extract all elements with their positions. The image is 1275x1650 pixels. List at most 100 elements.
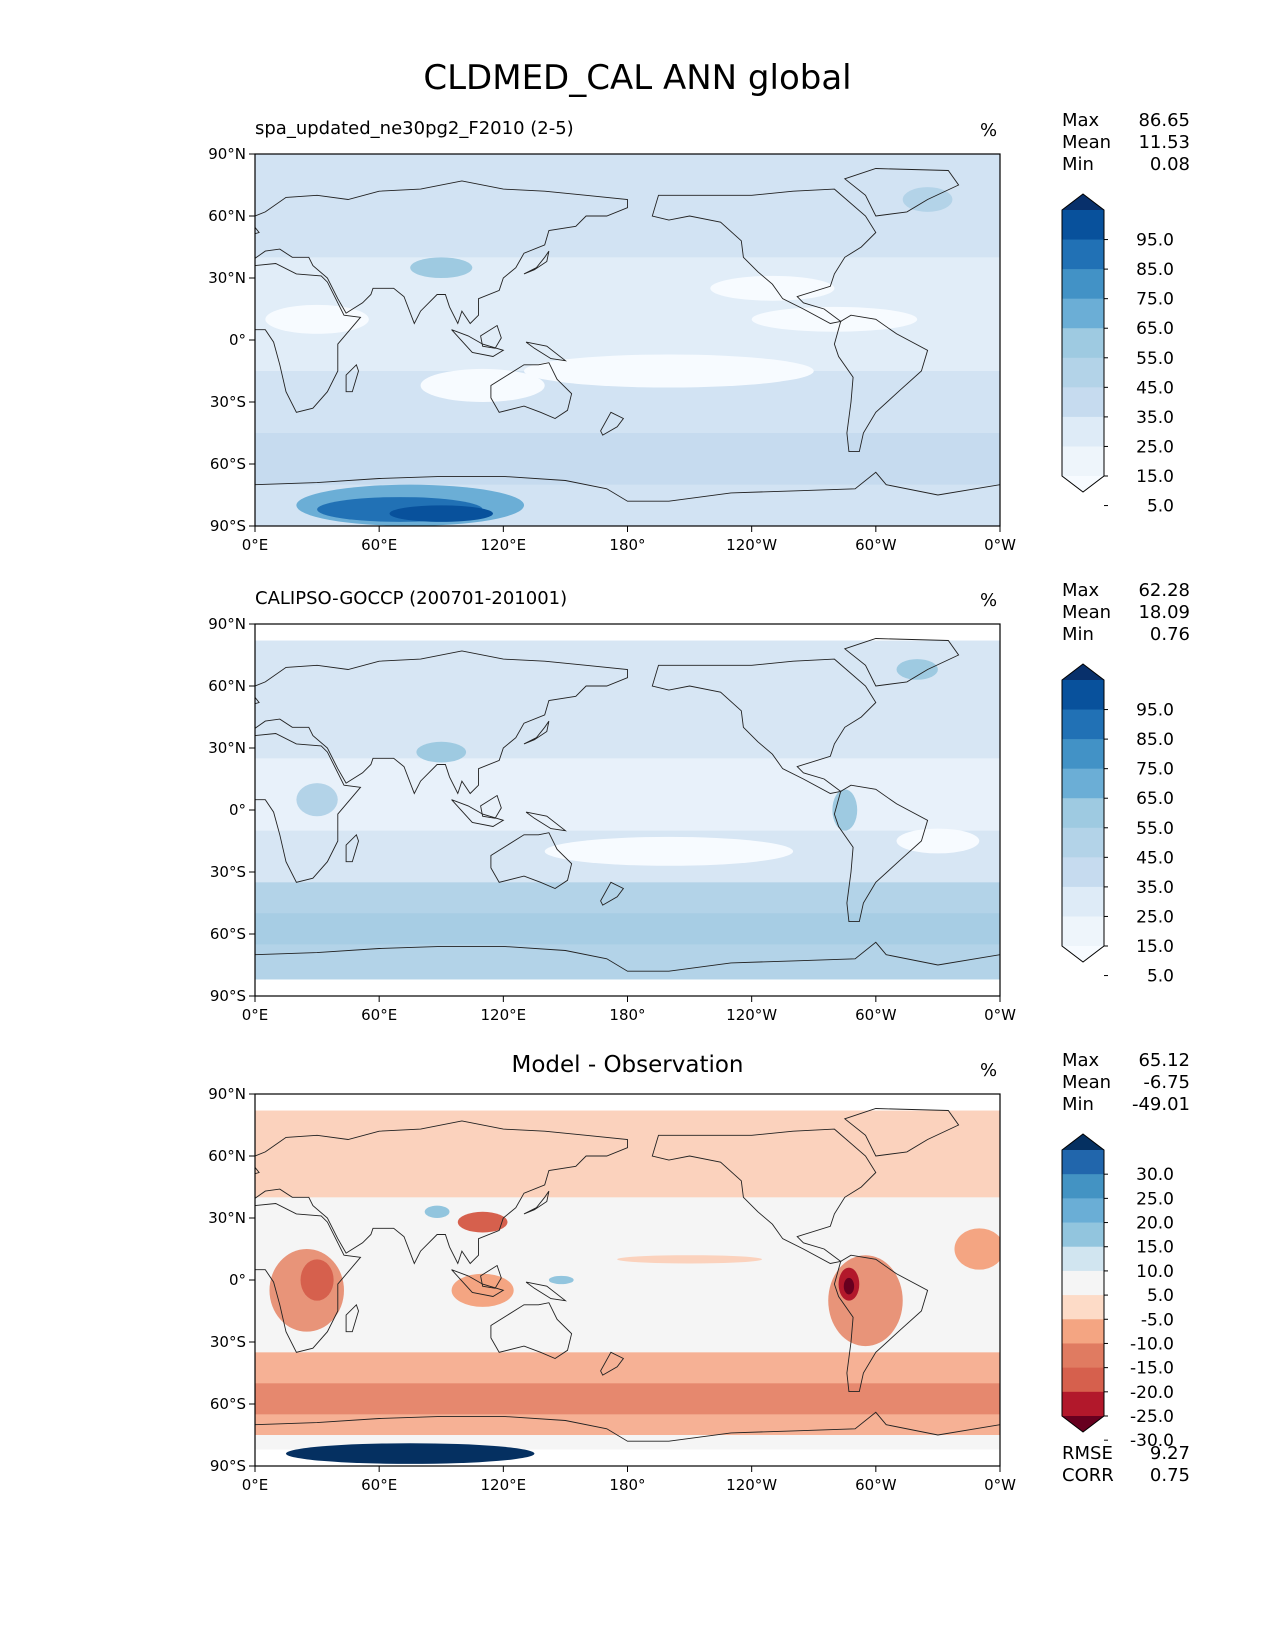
colorbar-label: 55.0 [1136, 349, 1174, 369]
coastline-uk [255, 226, 260, 235]
colorbar-label: 65.0 [1136, 319, 1174, 339]
colorbar-label: 20.0 [1136, 1214, 1174, 1234]
lat-tick-label: 90°N [208, 615, 246, 633]
colorbar-segment [1062, 1174, 1104, 1199]
field-blob [544, 836, 794, 866]
coastline-newguinea [525, 341, 568, 362]
coastline-uk [255, 696, 260, 705]
colorbar-label: 45.0 [1136, 848, 1174, 868]
field-blob [896, 659, 938, 680]
stat-max: Max 86.65 [1062, 110, 1190, 131]
lon-tick-label: 60°W [855, 1006, 897, 1024]
colorbar-segment [1062, 416, 1104, 447]
lat-tick-label: 0° [229, 1271, 246, 1289]
lat-tick-label: 60°S [210, 1395, 246, 1413]
lat-tick-label: 60°N [208, 1147, 246, 1165]
field-blob [828, 1255, 903, 1347]
colorbar-segment [1062, 1391, 1104, 1417]
colorbar-bottom-extend [1062, 946, 1104, 962]
field-blob [832, 789, 858, 831]
colorbar-label: 95.0 [1136, 701, 1174, 721]
colorbar-top-extend [1062, 664, 1104, 680]
coastline-australia [490, 832, 573, 890]
lat-tick-label: 30°N [208, 269, 246, 287]
field-blob [265, 304, 369, 334]
stat-mean: Mean -6.75 [1062, 1072, 1190, 1093]
coastline-namerica [651, 188, 877, 324]
lon-tick-label: 180° [609, 1006, 645, 1024]
colorbar-label: 85.0 [1136, 260, 1174, 280]
lon-tick-label: 120°W [726, 1476, 777, 1494]
colorbar-segment [1062, 827, 1104, 858]
colorbar-segment [1062, 1198, 1104, 1224]
colorbar-top-extend [1062, 1134, 1104, 1150]
stat-rmse: RMSE 9.27 [1062, 1443, 1190, 1464]
colorbar-label: 35.0 [1136, 408, 1174, 428]
colorbar-segment [1062, 709, 1104, 740]
colorbar: 95.0 85.0 75.0 65.0 55.0 45.0 35.0 25.0 15.0 5.0 [1061, 193, 1174, 517]
coastlines [255, 638, 1000, 996]
coastline-antarctica [255, 471, 1000, 526]
stat-max: Max 65.12 [1062, 1050, 1190, 1071]
colorbar-segment [1062, 1270, 1104, 1296]
coastline-samerica [833, 784, 929, 923]
lon-tick-label: 120°W [726, 1006, 777, 1024]
lon-tick-label: 0°E [242, 536, 269, 554]
colorbar-segment [1062, 768, 1104, 799]
figure-title: CLDMED_CAL ANN global [423, 58, 852, 98]
lon-tick-label: 60°W [855, 536, 897, 554]
stats-block: Max 86.65 Mean 11.53 Min 0.08 [1062, 110, 1190, 176]
colorbar-label: 25.0 [1136, 437, 1174, 457]
colorbar-segment [1062, 739, 1104, 770]
colorbar-segment [1062, 886, 1104, 917]
panel-title: CALIPSO-GOCCP (200701-201001) [255, 588, 568, 609]
panel-observation: CALIPSO-GOCCP (200701-201001) % Max 62.28… [0, 580, 1275, 1028]
lon-tick-label: 0°E [242, 1476, 269, 1494]
lon-tick-label: 120°E [481, 1006, 527, 1024]
lat-tick-label: 30°S [210, 1333, 246, 1351]
colorbar-label: 75.0 [1136, 290, 1174, 310]
colorbar-label: 5.0 [1147, 497, 1174, 517]
coastline-newguinea [525, 1281, 568, 1302]
colorbar-label: -25.0 [1130, 1407, 1174, 1427]
field-band [255, 913, 1000, 945]
lat-tick-label: 90°N [208, 145, 246, 163]
stats-block: Max 62.28 Mean 18.09 Min 0.76 [1062, 580, 1190, 646]
coastline-samerica [833, 1254, 929, 1393]
colorbar-label: -15.0 [1130, 1359, 1174, 1379]
colorbar-label: 95.0 [1136, 231, 1174, 251]
lat-tick-label: 60°S [210, 455, 246, 473]
stat-mean: Mean 11.53 [1062, 132, 1190, 153]
lon-tick-label: 120°W [726, 536, 777, 554]
coastline-borneo [480, 794, 502, 819]
colorbar-bottom-extend [1062, 476, 1104, 492]
colorbar-label: 5.0 [1147, 967, 1174, 987]
colorbar-bottom-extend [1062, 1416, 1104, 1432]
lat-tick-label: 90°S [210, 1457, 246, 1475]
field-blob [457, 1211, 508, 1233]
field-blob [300, 1259, 334, 1301]
colorbar-label: 5.0 [1147, 1286, 1174, 1306]
units-label: % [980, 1060, 998, 1081]
colorbar-label: 15.0 [1136, 1238, 1174, 1258]
colorbar-label: 15.0 [1136, 937, 1174, 957]
stat-mean: Mean 18.09 [1062, 602, 1190, 623]
lon-tick-label: 0°W [984, 536, 1016, 554]
field-blob [296, 783, 338, 817]
lon-tick-label: 60°E [361, 1476, 397, 1494]
lon-tick-label: 60°W [855, 1476, 897, 1494]
colorbar-segment [1062, 916, 1104, 947]
coastline-australia [490, 1302, 573, 1360]
colorbar-segment [1062, 269, 1104, 300]
field-blob [617, 1255, 763, 1264]
colorbar-label: 85.0 [1136, 730, 1174, 750]
colorbar-segment [1062, 1319, 1104, 1344]
colorbar-segment [1062, 680, 1104, 711]
panel-difference: Model - Observation % Max 65.12 Mean -6.75… [0, 1050, 1275, 1498]
field-blob [451, 1273, 514, 1307]
coastline-indonesia [451, 1269, 505, 1297]
field-blob [416, 741, 467, 763]
coastline-greenland [843, 1108, 960, 1157]
units-label: % [980, 120, 998, 141]
lat-tick-label: 90°N [208, 1085, 246, 1103]
